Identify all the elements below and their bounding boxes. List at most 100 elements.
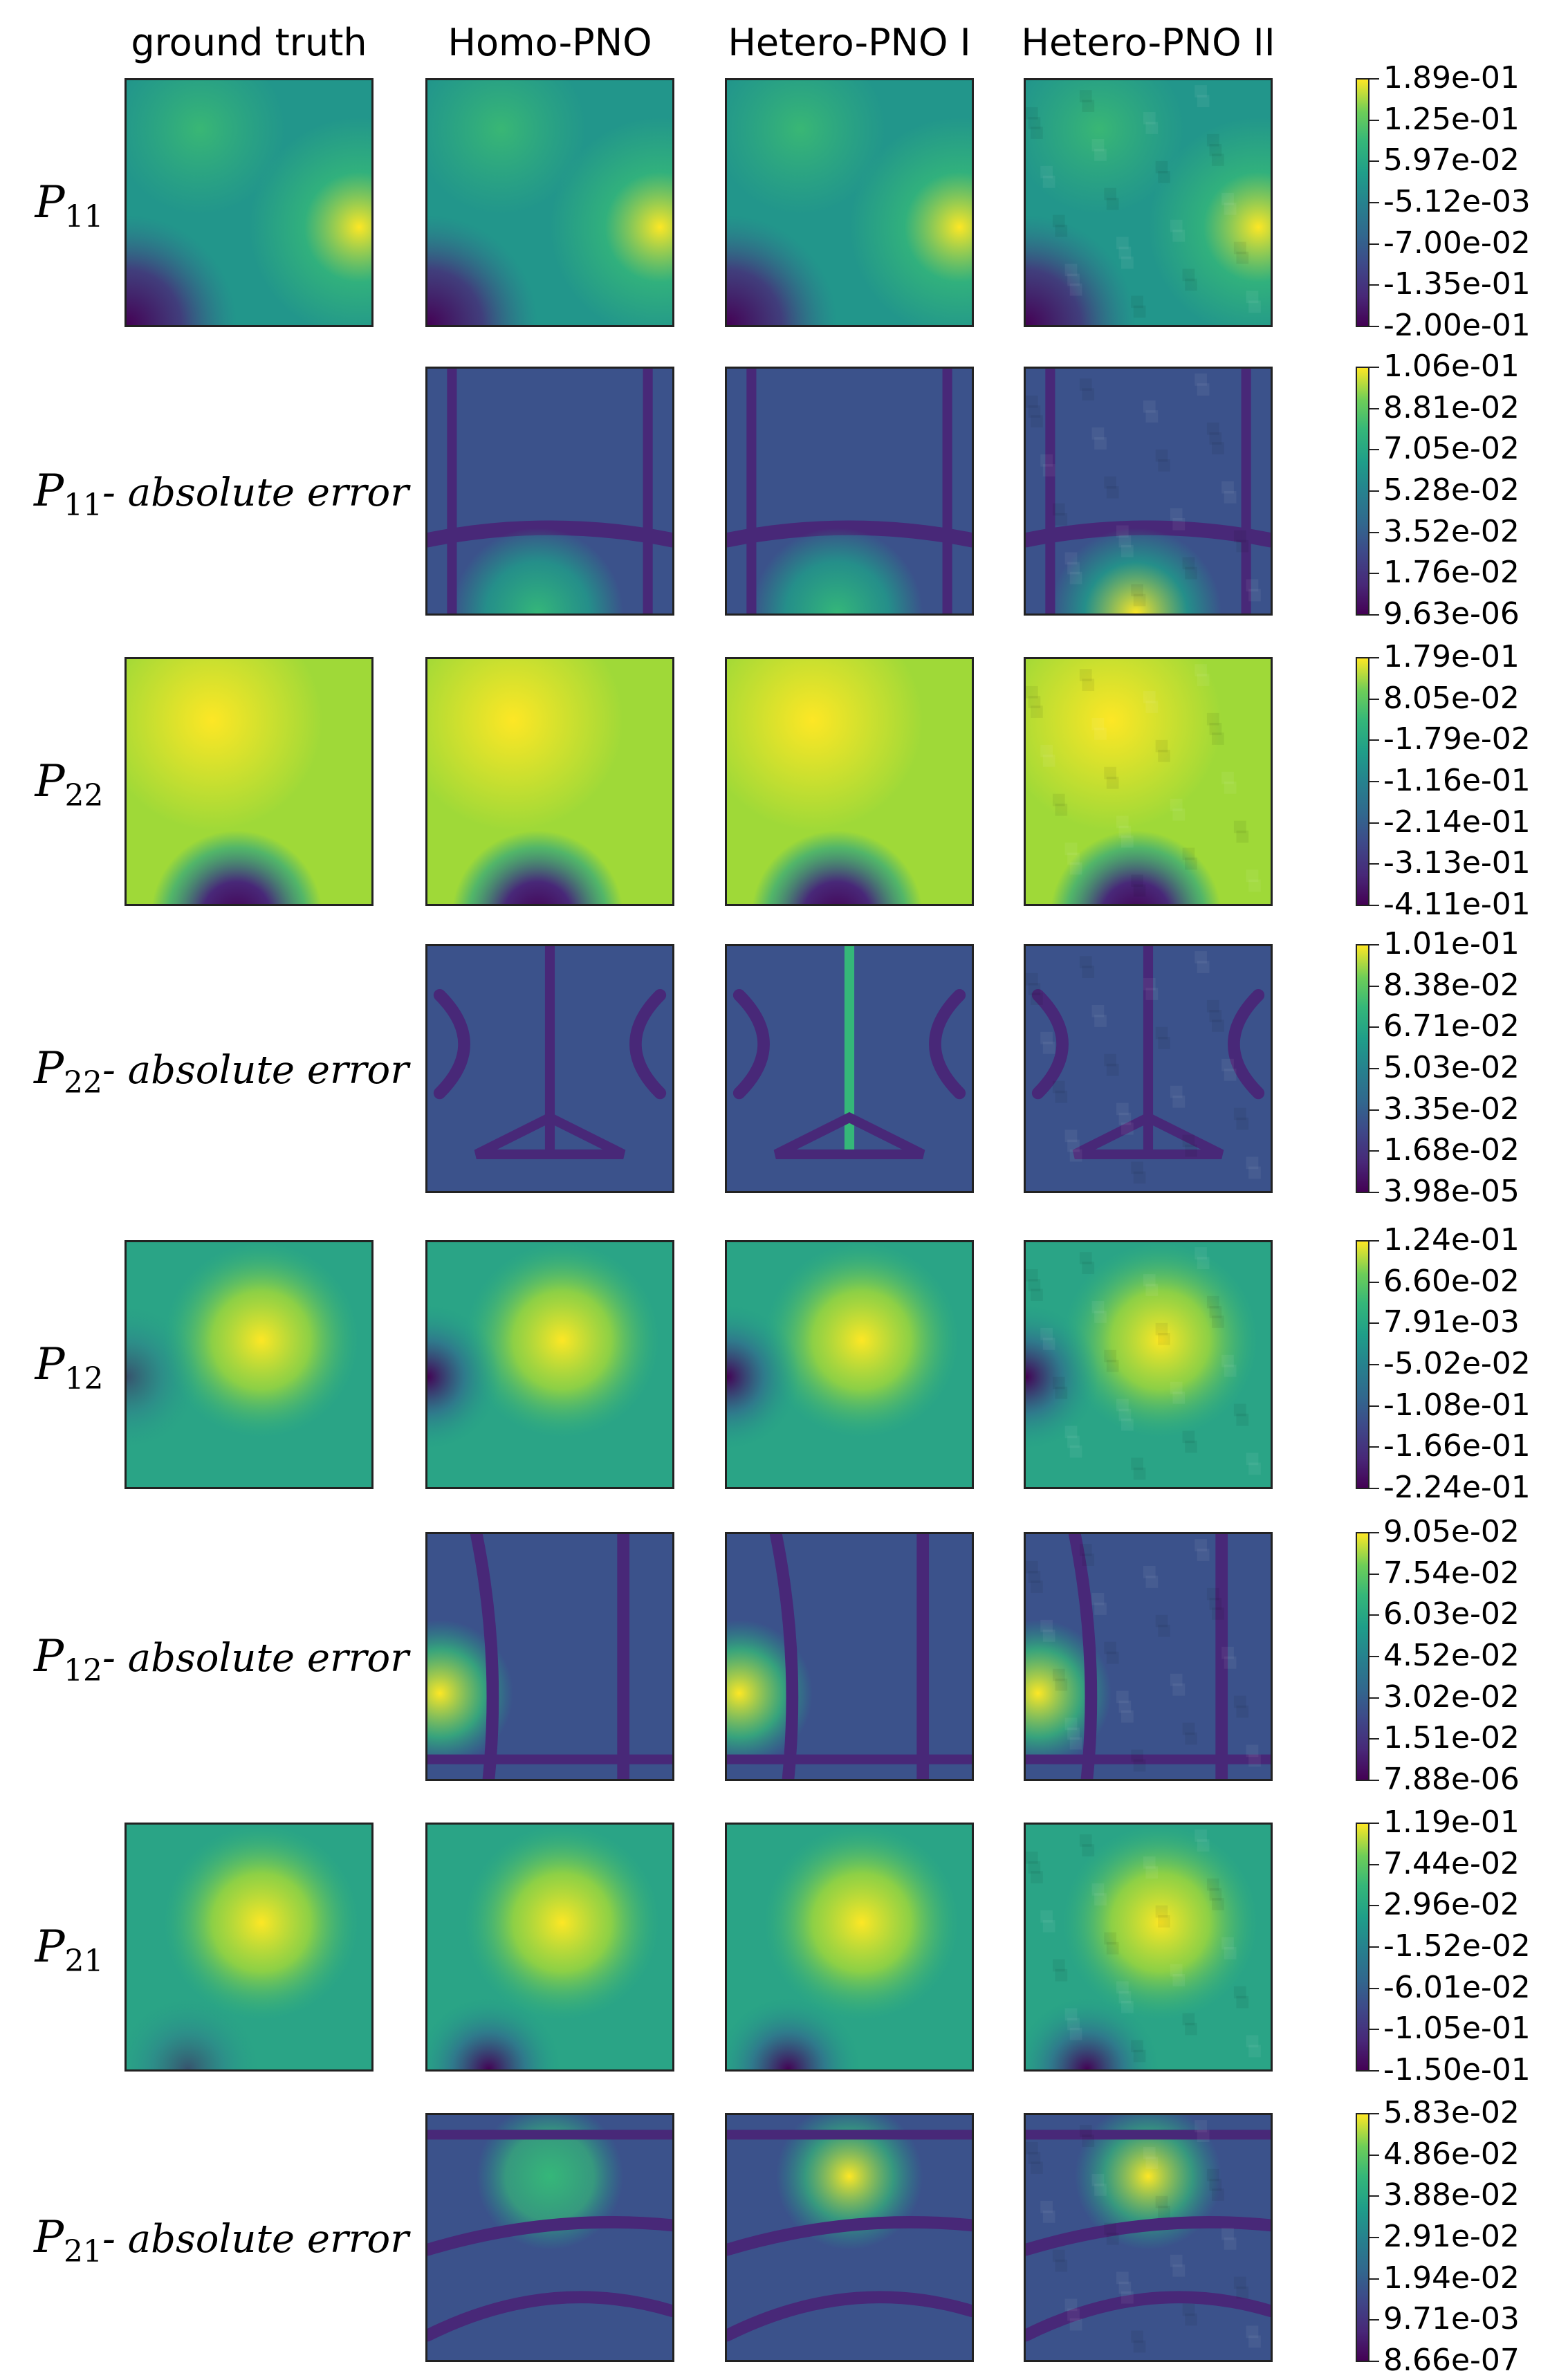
noise-cell bbox=[1031, 2161, 1043, 2174]
noise-cell bbox=[1026, 2141, 1038, 2155]
heatmap-field bbox=[1026, 1825, 1271, 2069]
noise-cell bbox=[1040, 1910, 1053, 1923]
noise-cell bbox=[1121, 1122, 1134, 1135]
noise-cell bbox=[1206, 422, 1219, 435]
noise-cell bbox=[1221, 1937, 1234, 1950]
row-label-symbol: P bbox=[33, 2212, 64, 2263]
noise-cell bbox=[1040, 2200, 1053, 2213]
row-label-symbol: P bbox=[35, 756, 65, 807]
noise-cell bbox=[1131, 2330, 1143, 2343]
error-ridge bbox=[727, 2291, 972, 2342]
error-ridge bbox=[629, 988, 667, 1100]
heatmap-panel bbox=[725, 78, 974, 327]
noise-cell bbox=[1064, 1129, 1078, 1143]
heatmap-panel bbox=[124, 1240, 373, 1489]
colorbar-tick-label: 4.86e-02 bbox=[1383, 2136, 1520, 2172]
noise-cell bbox=[1221, 771, 1234, 784]
colorbar-tick bbox=[1369, 531, 1379, 533]
heatmap-panel bbox=[425, 2113, 674, 2362]
heatmap-field bbox=[727, 2115, 972, 2360]
colorbar-tick bbox=[1369, 1946, 1379, 1948]
noise-cell bbox=[1094, 2184, 1107, 2196]
field-low bbox=[1026, 659, 1271, 904]
noise-cell bbox=[1031, 1871, 1043, 1883]
noise-cell bbox=[1209, 1010, 1222, 1022]
noise-cell bbox=[1233, 241, 1246, 255]
noise-cell bbox=[1233, 1403, 1246, 1417]
noise-cell bbox=[1236, 830, 1249, 843]
noise-cell bbox=[1042, 1920, 1055, 1932]
colorbar-tick-label: 5.28e-02 bbox=[1383, 472, 1520, 508]
noise-cell bbox=[1094, 1311, 1107, 1323]
heatmap-panel bbox=[725, 944, 974, 1193]
noise-cell bbox=[1224, 1069, 1237, 1081]
noise-cell bbox=[1233, 1107, 1246, 1120]
colorbar-tick bbox=[1369, 407, 1379, 409]
colorbar bbox=[1356, 1240, 1369, 1489]
colorbar-tick bbox=[1369, 739, 1379, 741]
noise-cell bbox=[1170, 1673, 1183, 1686]
noise-cell bbox=[1069, 1149, 1082, 1162]
noise-cell bbox=[1246, 1452, 1259, 1466]
colorbar-tick bbox=[1369, 1192, 1379, 1193]
noise-cell bbox=[1224, 1947, 1237, 1959]
error-ridge bbox=[929, 988, 966, 1100]
noise-cell bbox=[1055, 224, 1068, 237]
heatmap-field bbox=[727, 369, 972, 614]
noise-cell bbox=[1069, 862, 1082, 875]
colorbar-tick-label: 1.89e-01 bbox=[1383, 60, 1520, 95]
heatmap-panel bbox=[425, 367, 674, 616]
noise-cell bbox=[1069, 571, 1082, 584]
heatmap-field bbox=[427, 659, 672, 904]
row-label-symbol: P bbox=[33, 1631, 64, 1682]
noise-cell bbox=[1091, 717, 1105, 730]
noise-cell bbox=[1209, 1888, 1222, 1901]
noise-cell bbox=[1028, 2152, 1041, 2164]
noise-cell bbox=[1064, 1426, 1078, 1439]
noise-cell bbox=[1082, 100, 1095, 113]
noise-cell bbox=[1052, 214, 1065, 228]
noise-cell bbox=[1116, 2271, 1129, 2285]
noise-cell bbox=[1143, 112, 1156, 124]
colorbar-tick-label: 2.91e-02 bbox=[1383, 2219, 1520, 2254]
noise-cell bbox=[1182, 557, 1195, 570]
heatmap-panel bbox=[1024, 2113, 1273, 2362]
noise-cell bbox=[1212, 732, 1224, 745]
colorbar-tick-label: 9.05e-02 bbox=[1383, 1514, 1520, 1549]
noise-cell bbox=[1064, 2008, 1078, 2021]
noise-cell bbox=[1195, 951, 1207, 963]
noise-cell bbox=[1052, 1376, 1065, 1390]
noise-cell bbox=[1064, 552, 1078, 565]
row-label: P12 bbox=[17, 1337, 121, 1407]
heatmap-field bbox=[1026, 1242, 1271, 1487]
row-label-suffix: - absolute error bbox=[102, 1048, 409, 1093]
row-label-suffix: - absolute error bbox=[102, 1636, 409, 1681]
noise-cell bbox=[1121, 2000, 1134, 2013]
noise-cell bbox=[1182, 847, 1195, 860]
heatmap-field bbox=[427, 1825, 672, 2069]
noise-cell bbox=[1052, 1959, 1065, 1972]
colorbar-tick bbox=[1369, 243, 1379, 245]
colorbar-tick-label: 1.94e-02 bbox=[1383, 2260, 1520, 2296]
noise-cell bbox=[1031, 1580, 1043, 1593]
error-ridge bbox=[427, 2291, 672, 2342]
noise-cell bbox=[1031, 705, 1043, 718]
colorbar-tick-label: -2.00e-01 bbox=[1383, 308, 1531, 343]
row-label-subscript: 11 bbox=[64, 488, 103, 523]
noise-cell bbox=[1248, 300, 1261, 313]
heatmap-field bbox=[427, 369, 672, 614]
noise-cell bbox=[1040, 1031, 1053, 1044]
colorbar-tick bbox=[1369, 449, 1379, 451]
noise-cell bbox=[1158, 459, 1170, 472]
noise-cell bbox=[1236, 539, 1249, 553]
noise-cell bbox=[1248, 2045, 1261, 2058]
noise-cell bbox=[1172, 1391, 1186, 1404]
row-label-suffix: - absolute error bbox=[102, 470, 409, 515]
noise-cell bbox=[1121, 835, 1134, 848]
noise-cell bbox=[1026, 1560, 1038, 1574]
heatmap-panel bbox=[1024, 1240, 1273, 1489]
noise-cell bbox=[1145, 410, 1159, 423]
colorbar-tick-label: 1.24e-01 bbox=[1383, 1222, 1520, 1257]
colorbar-tick bbox=[1369, 1697, 1379, 1699]
noise-cell bbox=[1246, 1744, 1259, 1758]
